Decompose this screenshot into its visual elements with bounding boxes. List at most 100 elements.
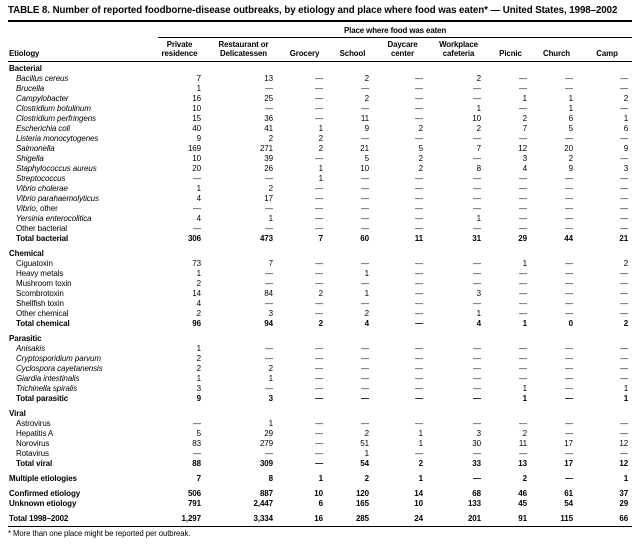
table-row: Total viral 88 309 — 54 2 33 13 17 12 <box>8 459 632 469</box>
value-cell: — <box>193 223 201 233</box>
value-cell <box>336 329 382 344</box>
table-row: Other chemical 2 3 — 2 — 1 — — — <box>8 309 632 319</box>
value-cell: — <box>361 393 369 403</box>
value-cell: — <box>519 73 527 83</box>
value-cell: — <box>473 363 481 373</box>
value-cell: — <box>361 173 369 183</box>
value-cell: 11 <box>414 233 423 243</box>
value-cell <box>336 404 382 419</box>
value-cell: — <box>565 448 573 458</box>
column-header: Camp <box>586 37 633 62</box>
grand-total-row: Total 1998–2002 1,297 3,334 16 285 24 201 91 115… <box>8 508 633 527</box>
value-cell: 5 <box>364 153 369 163</box>
value-cell: — <box>415 448 423 458</box>
value-cell: 2 <box>476 73 481 83</box>
value-cell <box>540 404 586 419</box>
value-cell: — <box>620 223 629 233</box>
value-cell: — <box>415 133 423 143</box>
value-cell: — <box>315 308 323 318</box>
summary-label: Total 1998–2002 <box>8 508 158 527</box>
table-row: Listeria monocytogenes 9 2 2 — — — — — — <box>8 134 632 144</box>
value-cell: 1 <box>522 258 527 268</box>
value-cell <box>436 244 494 259</box>
value-cell: 29 <box>619 498 629 508</box>
value-cell: 1 <box>522 393 527 403</box>
value-cell: — <box>315 213 323 223</box>
etiology-label: Total chemical <box>16 318 70 328</box>
summary-row: Multiple etiologies 7 8 1 2 1 — 2 — 1 <box>8 469 632 484</box>
value-cell: 37 <box>619 488 629 498</box>
table-row: Vibrio cholerae 1 2 — — — — — — — <box>8 184 632 194</box>
section-header-row: Bacterial <box>8 61 632 74</box>
value-cell: 17 <box>564 458 573 468</box>
value-cell: — <box>519 193 527 203</box>
value-cell <box>586 404 632 419</box>
value-cell: 2 <box>418 458 423 468</box>
value-cell: — <box>565 288 573 298</box>
value-cell: 1 <box>364 268 369 278</box>
value-cell: 2 <box>196 353 201 363</box>
value-cell: — <box>620 173 629 183</box>
value-cell: — <box>415 113 423 123</box>
value-cell: — <box>519 268 527 278</box>
value-cell: — <box>620 448 629 458</box>
value-cell: 96 <box>192 318 201 328</box>
column-header: Workplace cafeteria <box>436 37 494 62</box>
value-cell: — <box>361 83 369 93</box>
value-cell: — <box>519 103 527 113</box>
value-cell: — <box>473 383 481 393</box>
value-cell: 120 <box>355 488 369 498</box>
value-cell: 1 <box>318 123 323 133</box>
table-row: Total chemical 96 94 2 4 — 4 1 0 2 <box>8 319 632 329</box>
value-cell: 12 <box>518 143 527 153</box>
value-cell: — <box>473 278 481 288</box>
value-cell: 91 <box>494 508 540 527</box>
value-cell: 10 <box>414 498 423 508</box>
value-cell: — <box>415 93 423 103</box>
value-cell: 6 <box>623 123 629 133</box>
value-cell: 13 <box>518 458 527 468</box>
etiology-label: Trichinella spiralis <box>16 383 77 393</box>
etiology-label: Salmonella <box>16 143 55 153</box>
value-cell: — <box>415 353 423 363</box>
value-cell: 2 <box>364 473 369 483</box>
value-cell: 1 <box>418 428 423 438</box>
summary-label: Confirmed etiology <box>9 488 81 498</box>
value-cell: 33 <box>472 458 481 468</box>
value-cell: 54 <box>564 498 573 508</box>
value-cell: — <box>519 363 527 373</box>
value-cell: 2 <box>623 318 629 328</box>
value-cell: — <box>519 448 527 458</box>
value-cell: — <box>361 223 369 233</box>
column-header: School <box>336 37 382 62</box>
value-cell: — <box>315 73 323 83</box>
table-row: Giardia intestinalis 1 1 — — — — — — — <box>8 374 632 384</box>
value-cell: 20 <box>192 163 201 173</box>
value-cell: — <box>620 308 629 318</box>
etiology-label: Yersinia enterocolitica <box>16 213 92 223</box>
value-cell: — <box>315 393 323 403</box>
table-body: Bacterial Bacillus cereus 7 13—2—2— — — Brucel… <box>8 61 633 527</box>
etiology-label: Listeria monocytogenes <box>16 133 99 143</box>
value-cell: 83 <box>192 438 201 448</box>
column-header: Grocery <box>286 37 336 62</box>
value-cell: 1 <box>623 393 629 403</box>
value-cell: — <box>265 203 273 213</box>
value-cell <box>382 61 436 74</box>
value-cell: — <box>565 133 573 143</box>
value-cell: — <box>519 133 527 143</box>
etiology-label: Brucella <box>16 83 45 93</box>
value-cell: 2 <box>418 153 423 163</box>
value-cell: 201 <box>436 508 494 527</box>
value-cell: — <box>565 193 573 203</box>
value-cell: 66 <box>586 508 633 527</box>
value-cell: — <box>565 73 573 83</box>
value-cell: — <box>193 448 201 458</box>
value-cell: — <box>473 258 481 268</box>
value-cell <box>382 329 436 344</box>
value-cell: — <box>193 203 201 213</box>
value-cell: 60 <box>360 233 369 243</box>
value-cell: 1 <box>268 213 273 223</box>
value-cell: 9 <box>623 143 629 153</box>
value-cell: 2 <box>268 133 273 143</box>
